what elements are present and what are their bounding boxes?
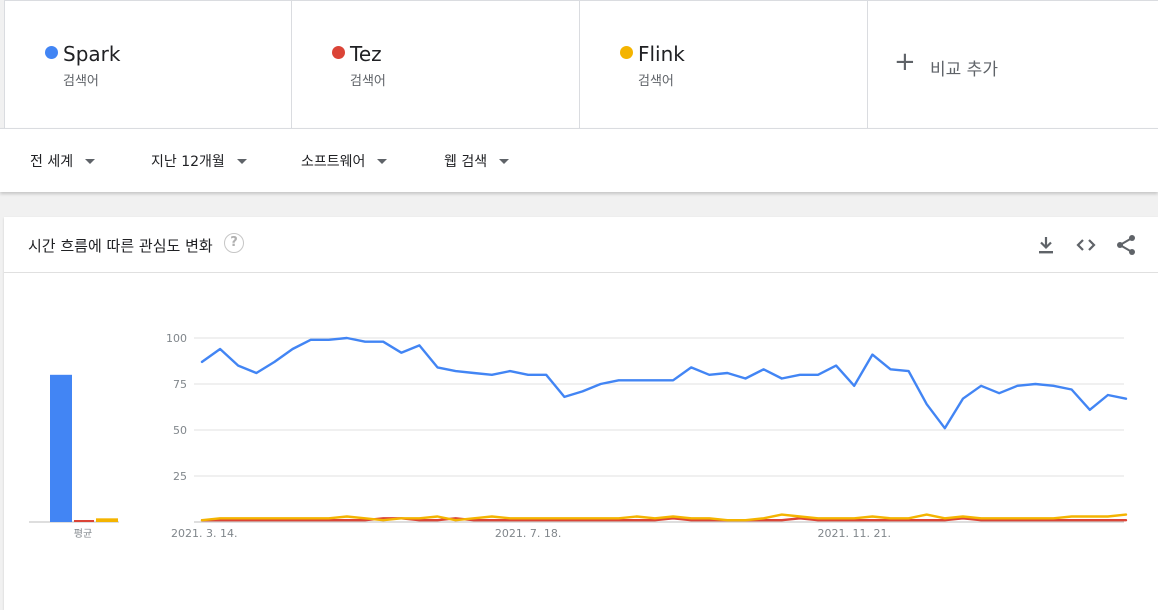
dropdown-caret-icon (377, 158, 388, 164)
category-dropdown[interactable]: 소프트웨어 (301, 151, 388, 171)
average-bar-tez (74, 520, 94, 522)
average-bars: 평균 (29, 374, 119, 540)
help-icon[interactable]: ? (224, 233, 244, 253)
term-name: Flink (638, 42, 685, 66)
average-label: 평균 (74, 528, 92, 540)
series-color-dot (620, 46, 633, 59)
series-color-dot (45, 46, 58, 59)
chart-series (200, 336, 1128, 522)
series-line-tez[interactable] (200, 517, 1128, 522)
dropdown-caret-icon (499, 158, 510, 164)
category-value: 소프트웨어 (301, 154, 366, 170)
search-type-value: 웹 검색 (444, 154, 488, 170)
series-line-spark[interactable] (200, 336, 1128, 430)
search-term-flink[interactable]: Flink 검색어 (580, 1, 868, 129)
term-name: Spark (63, 42, 121, 66)
search-term-tez[interactable]: Tez 검색어 (292, 1, 580, 129)
card-title: 시간 흐름에 따른 관심도 변화 (28, 237, 213, 255)
share-icon[interactable] (1114, 233, 1138, 257)
embed-icon[interactable] (1074, 233, 1098, 257)
series-line-flink[interactable] (200, 513, 1128, 522)
interest-over-time-card: 시간 흐름에 따른 관심도 변화 ? 평균 100 75 50 25 2021. 3.… (4, 217, 1158, 610)
term-type: 검색어 (638, 74, 674, 89)
dropdown-caret-icon (85, 158, 96, 164)
region-value: 전 세계 (30, 154, 74, 170)
filter-bar: 전 세계 지난 12개월 소프트웨어 웹 검색 (0, 128, 1158, 192)
y-tick-label: 50 (173, 424, 187, 437)
period-dropdown[interactable]: 지난 12개월 (151, 151, 247, 171)
period-value: 지난 12개월 (151, 154, 225, 170)
term-type: 검색어 (63, 74, 99, 89)
plus-icon: + (894, 47, 916, 77)
average-bar-flink (96, 518, 118, 522)
term-type: 검색어 (350, 74, 386, 89)
search-type-dropdown[interactable]: 웹 검색 (444, 151, 510, 171)
region-dropdown[interactable]: 전 세계 (30, 151, 96, 171)
y-tick-label: 75 (173, 378, 187, 391)
card-header: 시간 흐름에 따른 관심도 변화 ? (4, 217, 1158, 273)
x-tick-label: 2021. 3. 14. (171, 527, 237, 540)
x-axis-labels: 2021. 3. 14. 2021. 7. 18. 2021. 11. 21. (171, 527, 891, 540)
search-terms-bar: Spark 검색어 Tez 검색어 Flink 검색어 + 비교 추가 (4, 0, 1158, 129)
average-bar-spark (50, 374, 72, 522)
add-comparison-button[interactable]: + 비교 추가 (868, 1, 1158, 129)
y-tick-label: 100 (166, 332, 187, 345)
x-tick-label: 2021. 11. 21. (817, 527, 890, 540)
term-name: Tez (350, 42, 382, 66)
search-term-spark[interactable]: Spark 검색어 (4, 1, 292, 129)
chart-grid: 100 75 50 25 (166, 332, 1124, 523)
add-comparison-label: 비교 추가 (930, 60, 998, 80)
y-tick-label: 25 (173, 470, 187, 483)
series-color-dot (332, 46, 345, 59)
download-icon[interactable] (1034, 233, 1058, 257)
dropdown-caret-icon (236, 158, 247, 164)
x-tick-label: 2021. 7. 18. (495, 527, 561, 540)
